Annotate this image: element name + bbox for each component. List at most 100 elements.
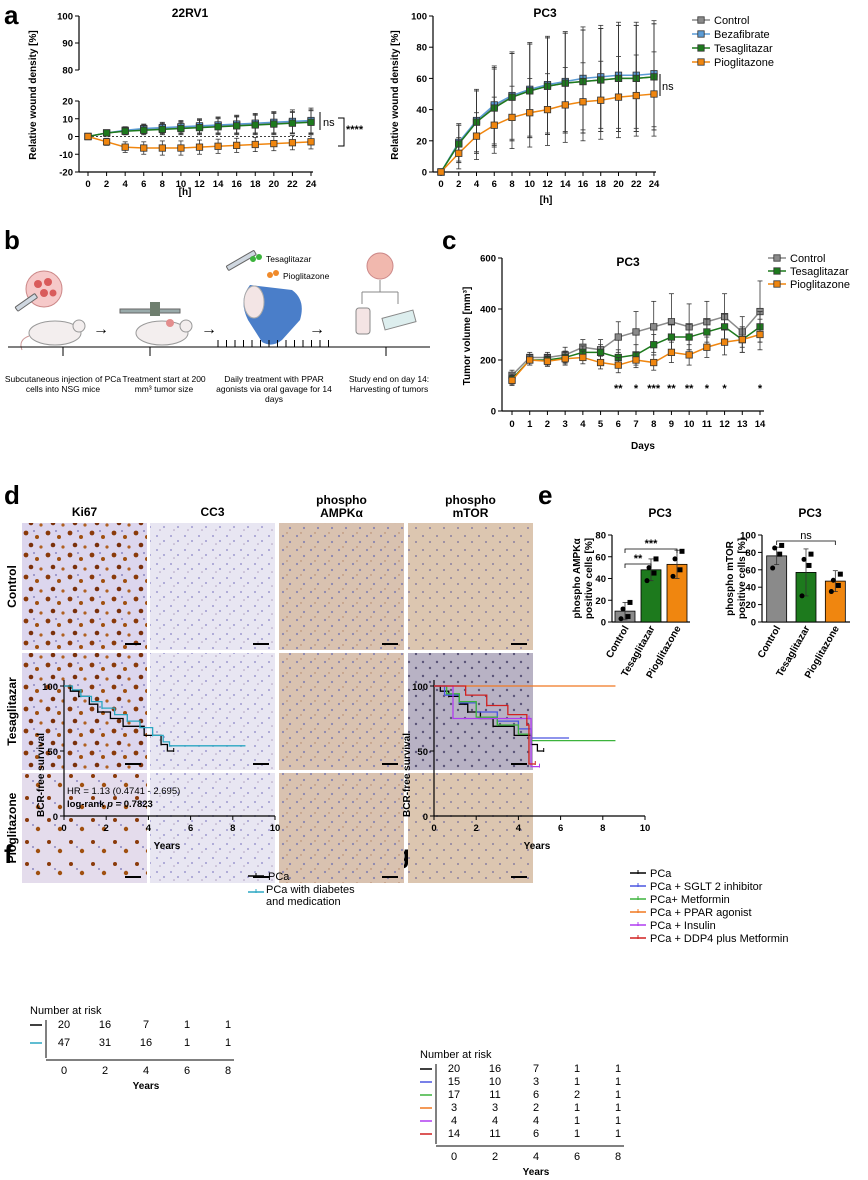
data-point-pioglitazone bbox=[835, 582, 841, 588]
data-point-pioglitazone bbox=[632, 91, 640, 100]
y-tick-label-mtor: 40 bbox=[745, 583, 756, 594]
risk-count-pca-ppar-agonist: 3 bbox=[451, 1102, 457, 1114]
y-tick-label-pc3-wound: 40 bbox=[416, 105, 427, 116]
x-tick-label-tumor-volume: 6 bbox=[616, 419, 621, 430]
data-point-tesaglitazar bbox=[288, 119, 297, 127]
plot-area-22rv1 bbox=[84, 107, 315, 156]
x-tick-label-tumor-volume: 11 bbox=[702, 419, 713, 430]
data-point-pioglitazone bbox=[830, 577, 836, 583]
gavage-syringe-icon bbox=[226, 250, 257, 271]
risk-x-tick-km-f: 0 bbox=[61, 1065, 67, 1077]
y-tick-label-ampk: 0 bbox=[601, 618, 606, 629]
y-tick-label-pc3-wound: 0 bbox=[422, 168, 427, 179]
x-tick-label-km-g: 4 bbox=[516, 823, 522, 834]
data-point-pioglitazone bbox=[102, 138, 111, 146]
x-tick-label-pc3-wound: 24 bbox=[649, 179, 660, 190]
x-axis-label-km-g: Years bbox=[524, 841, 551, 852]
significance-row-tumor-volume: ** * *** ** ** * * * bbox=[614, 383, 763, 395]
legend-label-pca: PCa bbox=[650, 868, 672, 880]
y-axis-label-tumor-volume: Tumor volume [mm³] bbox=[462, 287, 473, 386]
risk-count-pca-ppar-agonist: 3 bbox=[492, 1102, 498, 1114]
x-tick-label-22rv1: 6 bbox=[141, 179, 146, 190]
y-tick-label-mtor: 80 bbox=[745, 548, 756, 559]
x-tick-label-pc3-wound: 4 bbox=[474, 179, 480, 190]
significance-bracket-22rv1 bbox=[338, 117, 345, 147]
data-point-pioglitazone bbox=[837, 571, 843, 577]
data-point-pioglitazone bbox=[437, 168, 445, 176]
y-tick-label-22rv1: 10 bbox=[62, 114, 73, 125]
risk-count-pca-metformin: 2 bbox=[574, 1089, 580, 1101]
chart-tumor-volume: PC3 Tumor volume [mm³] Days 0 200 400 600 0 1… bbox=[462, 253, 850, 452]
y-tick-label-tumor-volume: 600 bbox=[480, 254, 496, 265]
risk-table-title-km-g: Number at risk bbox=[420, 1049, 492, 1061]
y-tick-label-km-f: 100 bbox=[42, 682, 58, 693]
data-point-pioglitazone bbox=[526, 109, 534, 117]
mouse-held bbox=[243, 285, 265, 319]
data-point-pioglitazone bbox=[738, 335, 746, 344]
y-axis-label-ampk-line: phospho AMPKα bbox=[572, 538, 583, 619]
data-point-tesaglitazar bbox=[177, 124, 185, 133]
tesaglitazar-pill bbox=[256, 254, 262, 260]
histology-image-tesaglitazar-cc3 bbox=[150, 653, 275, 770]
histology-image-pioglitazone-ki67 bbox=[22, 773, 147, 883]
legend-marker-tesaglitazar bbox=[773, 267, 781, 275]
x-tick-label-pc3-wound: 10 bbox=[524, 179, 535, 190]
data-point-pioglitazone bbox=[597, 96, 605, 104]
chart-title-ampk: PC3 bbox=[648, 506, 672, 520]
significance-label-ampk: ** bbox=[634, 553, 643, 565]
risk-count-pca: 7 bbox=[143, 1019, 149, 1031]
data-point-tesaglitazar bbox=[808, 551, 814, 557]
x-tick-label-pc3-wound: 6 bbox=[492, 179, 497, 190]
plot-area-km-f bbox=[64, 685, 246, 752]
y-tick-label-tumor-volume: 0 bbox=[491, 407, 496, 418]
y-tick-label-km-g: 100 bbox=[412, 682, 428, 693]
x-tick-label-22rv1: 22 bbox=[287, 179, 298, 190]
y-tick-label-22rv1: 0 bbox=[68, 132, 73, 143]
legend-label-pca-with-diabetes-and-medication: PCa with diabetes and medication bbox=[266, 884, 355, 908]
mouse-icon bbox=[135, 320, 189, 346]
data-point-pioglitazone bbox=[650, 90, 658, 98]
y-axis-label-22rv1: Relative wound density [%] bbox=[28, 30, 39, 159]
x-axis-label-pc3-wound: [h] bbox=[540, 195, 553, 206]
slide-icon bbox=[381, 309, 417, 331]
panel-label-d: d bbox=[4, 480, 20, 510]
data-point-pioglitazone bbox=[177, 144, 185, 152]
cell-dot bbox=[44, 278, 52, 286]
x-tick-label-km-g: 6 bbox=[558, 823, 563, 834]
risk-x-tick-km-f: 8 bbox=[225, 1065, 231, 1077]
y-tick-label-pc3-wound: 80 bbox=[416, 43, 427, 54]
data-point-tesaglitazar bbox=[685, 333, 693, 341]
x-tick-label-pc3-wound: 22 bbox=[631, 179, 642, 190]
data-point-pioglitazone bbox=[579, 353, 587, 362]
risk-count-pca-with-diabetes-and-medication: 1 bbox=[184, 1037, 190, 1049]
y-tick-label-mtor: 20 bbox=[745, 600, 756, 611]
legend-label-pca-insulin: PCa + Insulin bbox=[650, 920, 716, 932]
data-point-pioglitazone bbox=[251, 140, 259, 149]
row-label-control: Control bbox=[5, 565, 19, 608]
risk-count-pca-sglt-2-inhibitor: 15 bbox=[448, 1076, 460, 1088]
data-point-tesaglitazar bbox=[801, 556, 807, 562]
chart-title-tumor-volume: PC3 bbox=[616, 255, 640, 269]
x-tick-label-pc3-wound: 18 bbox=[595, 179, 606, 190]
row-label-pioglitazone: Pioglitazone bbox=[5, 792, 19, 863]
risk-count-pca-metformin: 11 bbox=[489, 1089, 500, 1101]
x-axis-label-22rv1: [h] bbox=[179, 187, 192, 198]
histology-image-pioglitazone-phospho-mtor bbox=[408, 773, 533, 883]
survival-curve-pca-ddp4-plus-metformin bbox=[434, 685, 536, 765]
x-tick-label-tumor-volume: 8 bbox=[651, 419, 656, 430]
y-axis-label-pc3-wound: Relative wound density [%] bbox=[390, 30, 401, 159]
risk-count-pca-with-diabetes-and-medication: 16 bbox=[140, 1037, 152, 1049]
data-point-tesaglitazar bbox=[799, 593, 805, 599]
data-point-pioglitazone bbox=[307, 138, 315, 146]
data-point-pioglitazone bbox=[667, 348, 676, 356]
risk-x-tick-km-g: 8 bbox=[615, 1151, 621, 1163]
significance-bracket-ampk bbox=[624, 548, 678, 553]
risk-count-pca-ddp4-plus-metformin: 1 bbox=[574, 1128, 580, 1140]
significance-label-mtor: ns bbox=[800, 530, 812, 542]
legend-label-tesaglitazar: Tesaglitazar bbox=[714, 43, 773, 55]
legend-label-pca-ppar-agonist: PCa + PPAR agonist bbox=[650, 907, 752, 919]
x-tick-label-control: Control bbox=[756, 624, 783, 660]
